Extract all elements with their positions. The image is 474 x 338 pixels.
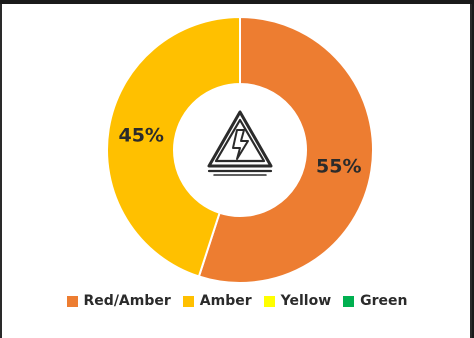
legend-swatch-yellow <box>263 295 275 307</box>
legend-label: Yellow <box>280 293 332 309</box>
slice-value-label: 55% <box>316 156 361 178</box>
legend-label: Red/Amber <box>83 293 171 309</box>
legend-item-yellow: Yellow <box>263 293 332 309</box>
high-voltage-warning-icon <box>207 110 273 176</box>
donut-slice-red-amber <box>197 15 374 284</box>
legend-swatch-amber <box>182 295 194 307</box>
legend-label: Green <box>360 293 408 309</box>
donut-slices <box>106 15 374 284</box>
legend-label: Amber <box>199 293 252 309</box>
slice-value-label: 45% <box>118 124 163 146</box>
legend-swatch-red-amber <box>66 295 78 307</box>
donut-slice-amber <box>106 15 241 278</box>
legend-swatch-green <box>343 295 355 307</box>
legend-item-amber: Amber <box>182 293 252 309</box>
legend-item-red-amber: Red/Amber <box>66 293 171 309</box>
chart-legend: Red/Amber Amber Yellow Green <box>0 293 474 309</box>
legend-item-green: Green <box>343 293 407 309</box>
slice-labels: 55% 45% <box>118 124 361 177</box>
